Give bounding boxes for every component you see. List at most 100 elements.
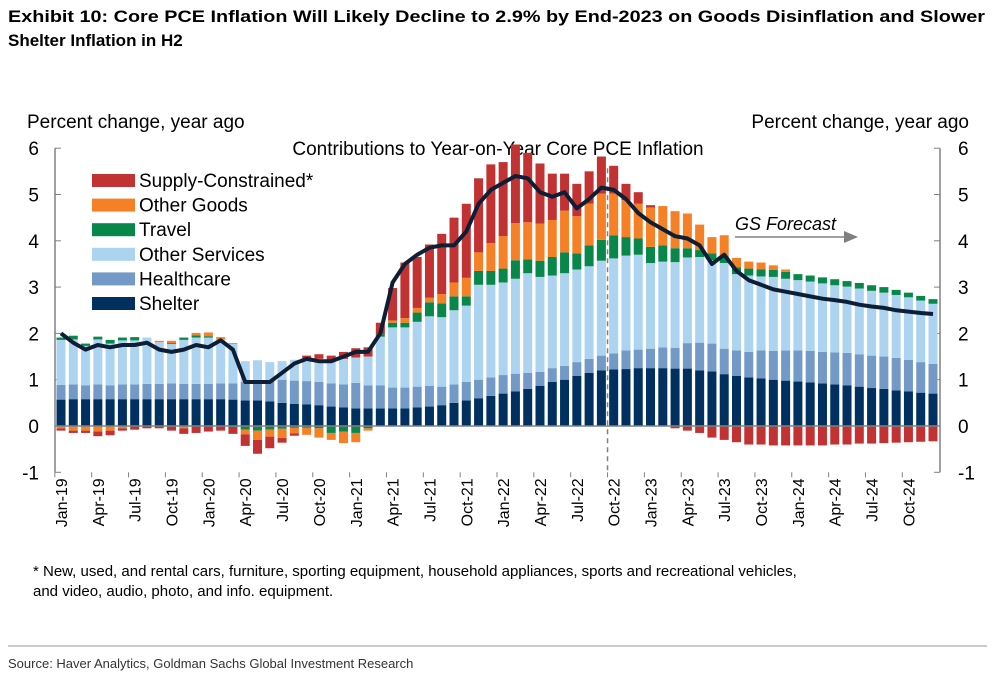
bar-other-goods bbox=[670, 211, 680, 249]
bar-other-goods bbox=[302, 427, 312, 435]
bar-shelter bbox=[203, 399, 213, 426]
bar-supply-constrained bbox=[277, 438, 287, 443]
bar-other-goods bbox=[338, 431, 348, 444]
bar-other-services bbox=[289, 359, 299, 381]
right-axis-label: Percent change, year ago bbox=[751, 112, 969, 133]
bar-healthcare bbox=[854, 354, 864, 387]
x-tick-label: Jul-21 bbox=[422, 478, 439, 522]
bar-supply-constrained bbox=[93, 431, 103, 437]
bar-other-services bbox=[498, 282, 508, 376]
bar-travel bbox=[903, 292, 913, 298]
bar-healthcare bbox=[375, 385, 385, 409]
bar-healthcare bbox=[277, 379, 287, 403]
bar-other-goods bbox=[535, 223, 545, 261]
bar-other-goods bbox=[240, 429, 250, 435]
bar-other-services bbox=[744, 275, 754, 352]
bar-shelter bbox=[854, 386, 864, 426]
bar-healthcare bbox=[817, 351, 827, 384]
bar-supply-constrained bbox=[805, 426, 815, 446]
bar-travel bbox=[682, 248, 692, 258]
bar-supply-constrained bbox=[793, 426, 803, 446]
bar-supply-constrained bbox=[584, 171, 594, 204]
bar-shelter bbox=[363, 408, 373, 426]
bar-healthcare bbox=[719, 348, 729, 375]
bar-supply-constrained bbox=[830, 426, 840, 445]
bar-other-services bbox=[584, 266, 594, 359]
bar-supply-constrained bbox=[523, 152, 533, 223]
bar-other-services bbox=[105, 343, 115, 386]
x-tick-label: Jul-24 bbox=[865, 478, 882, 522]
bar-healthcare bbox=[670, 347, 680, 369]
bar-travel bbox=[830, 279, 840, 286]
bar-shelter bbox=[93, 399, 103, 426]
bar-shelter bbox=[670, 368, 680, 426]
bar-healthcare bbox=[474, 379, 484, 399]
bar-other-services bbox=[93, 339, 103, 385]
bar-supply-constrained bbox=[240, 434, 250, 446]
bar-shelter bbox=[768, 379, 778, 426]
bar-other-services bbox=[842, 286, 852, 353]
bar-other-services bbox=[228, 344, 238, 384]
bar-healthcare bbox=[191, 383, 201, 400]
bar-shelter bbox=[695, 370, 705, 426]
bar-travel bbox=[535, 260, 545, 277]
bar-supply-constrained bbox=[424, 244, 434, 298]
bar-healthcare bbox=[646, 348, 656, 369]
x-tick-label: Oct-22 bbox=[607, 478, 624, 526]
bar-travel bbox=[572, 253, 582, 270]
bar-travel bbox=[547, 257, 557, 276]
bar-other-services bbox=[719, 263, 729, 349]
bar-other-services bbox=[830, 285, 840, 353]
legend-label: Travel bbox=[139, 220, 191, 241]
bar-other-services bbox=[891, 294, 901, 358]
bar-travel bbox=[658, 245, 668, 262]
bar-shelter bbox=[510, 391, 520, 426]
bar-travel bbox=[486, 270, 496, 285]
bar-other-services bbox=[768, 276, 778, 351]
bar-healthcare bbox=[510, 373, 520, 392]
bar-other-goods bbox=[486, 243, 496, 271]
bar-supply-constrained bbox=[474, 178, 484, 253]
bar-other-services bbox=[56, 339, 66, 385]
legend-label: Other Services bbox=[139, 245, 265, 266]
bar-shelter bbox=[388, 408, 398, 426]
bar-travel bbox=[805, 275, 815, 282]
bar-supply-constrained bbox=[68, 430, 78, 433]
bar-other-services bbox=[596, 260, 606, 356]
bar-travel bbox=[560, 252, 570, 274]
bar-other-services bbox=[338, 358, 348, 385]
bar-travel bbox=[68, 335, 78, 340]
bar-other-services bbox=[695, 257, 705, 343]
bar-other-services bbox=[817, 283, 827, 352]
bar-other-goods bbox=[167, 340, 177, 344]
bar-travel bbox=[646, 246, 656, 264]
bar-other-goods bbox=[412, 307, 422, 313]
bar-healthcare bbox=[117, 384, 127, 400]
bar-shelter bbox=[805, 382, 815, 426]
bar-supply-constrained bbox=[412, 257, 422, 308]
bar-shelter bbox=[781, 380, 791, 426]
legend-swatch bbox=[92, 223, 135, 237]
bar-healthcare bbox=[400, 387, 410, 409]
bar-other-services bbox=[449, 310, 459, 385]
bar-shelter bbox=[302, 404, 312, 426]
bar-healthcare bbox=[240, 382, 250, 401]
bar-supply-constrained bbox=[167, 426, 177, 431]
bar-healthcare bbox=[179, 383, 189, 400]
legend-swatch bbox=[92, 198, 135, 212]
bar-supply-constrained bbox=[253, 439, 263, 454]
y-tick-label-right: 3 bbox=[958, 278, 969, 299]
bar-healthcare bbox=[609, 353, 619, 370]
y-tick-label-right: 1 bbox=[958, 371, 969, 392]
bar-other-services bbox=[867, 290, 877, 356]
bar-healthcare bbox=[572, 362, 582, 376]
x-tick-label: Apr-22 bbox=[533, 478, 550, 526]
bar-other-goods bbox=[633, 203, 643, 239]
bar-supply-constrained bbox=[56, 428, 66, 431]
bar-healthcare bbox=[93, 384, 103, 400]
bar-other-services bbox=[523, 273, 533, 373]
bar-other-services bbox=[81, 345, 91, 386]
bar-other-goods bbox=[289, 427, 299, 434]
bar-other-services bbox=[130, 340, 140, 385]
